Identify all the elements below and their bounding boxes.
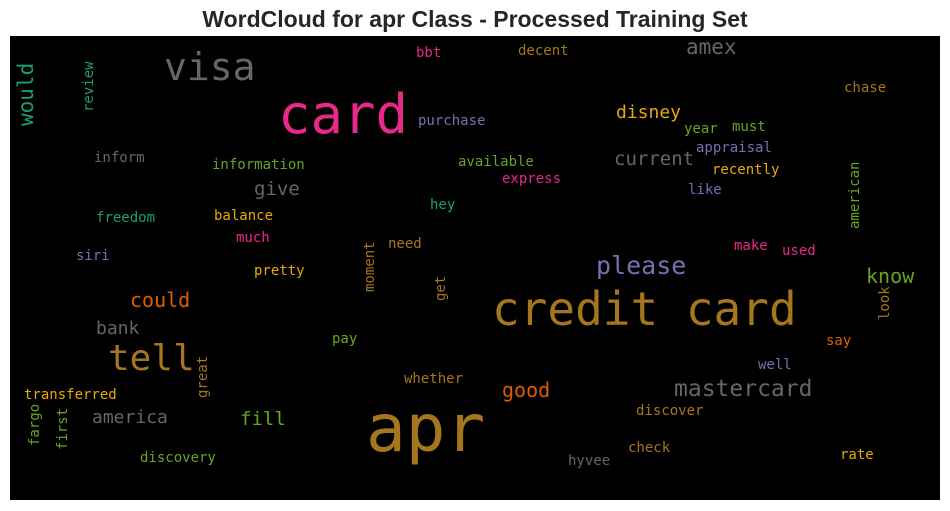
word-give: give (254, 178, 300, 200)
word-available: available (458, 154, 534, 170)
word-apr: apr (366, 390, 486, 467)
word-tell: tell (108, 338, 195, 379)
word-need: need (388, 236, 422, 252)
word-much: much (236, 230, 270, 246)
word-well: well (758, 357, 792, 373)
word-please: please (596, 251, 687, 280)
word-know: know (866, 264, 915, 288)
word-chase: chase (844, 80, 887, 96)
word-siri: siri (76, 248, 110, 264)
word-whether: whether (404, 371, 464, 387)
word-transferred: transferred (24, 387, 117, 403)
word-must: must (732, 119, 766, 135)
word-pretty: pretty (254, 263, 305, 279)
word-card: card (278, 83, 409, 146)
word-visa: visa (164, 45, 256, 89)
word-look: look (877, 286, 893, 320)
word-american: american (847, 161, 863, 229)
word-great: great (195, 355, 211, 398)
word-appraisal: appraisal (696, 140, 772, 156)
word-review: review (81, 61, 97, 112)
word-would: would (14, 62, 38, 126)
word-hyvee: hyvee (568, 453, 611, 469)
word-information: information (212, 157, 305, 173)
word-hey: hey (430, 197, 456, 213)
word-credit-card: credit card (492, 282, 797, 336)
word-freedom: freedom (96, 210, 156, 226)
word-mastercard: mastercard (674, 376, 813, 402)
word-balance: balance (214, 208, 274, 224)
word-pay: pay (332, 331, 358, 347)
word-bbt: bbt (416, 45, 442, 61)
word-first: first (55, 407, 71, 450)
wordcloud-canvas: apr credit card card visa tell mastercar… (10, 36, 940, 500)
word-rate: rate (840, 447, 874, 463)
word-make: make (734, 238, 768, 254)
word-check: check (628, 440, 671, 456)
word-fill: fill (240, 408, 286, 430)
word-fargo: fargo (27, 403, 43, 446)
word-discover: discover (636, 403, 704, 419)
chart-title: WordCloud for apr Class - Processed Trai… (202, 6, 748, 32)
word-recently: recently (712, 162, 780, 178)
word-moment: moment (362, 241, 378, 292)
word-inform: inform (94, 150, 145, 166)
word-america: america (92, 407, 168, 428)
word-current: current (614, 148, 695, 170)
word-get: get (433, 275, 449, 301)
word-amex: amex (686, 35, 737, 59)
word-disney: disney (616, 102, 682, 123)
word-used: used (782, 243, 816, 259)
word-express: express (502, 171, 562, 187)
word-year: year (684, 121, 718, 137)
word-discovery: discovery (140, 450, 216, 466)
word-bank: bank (96, 318, 140, 339)
word-good: good (502, 378, 551, 402)
word-decent: decent (518, 43, 569, 59)
word-say: say (826, 333, 852, 349)
word-could: could (130, 288, 191, 312)
word-purchase: purchase (418, 113, 486, 129)
word-like: like (688, 182, 722, 198)
